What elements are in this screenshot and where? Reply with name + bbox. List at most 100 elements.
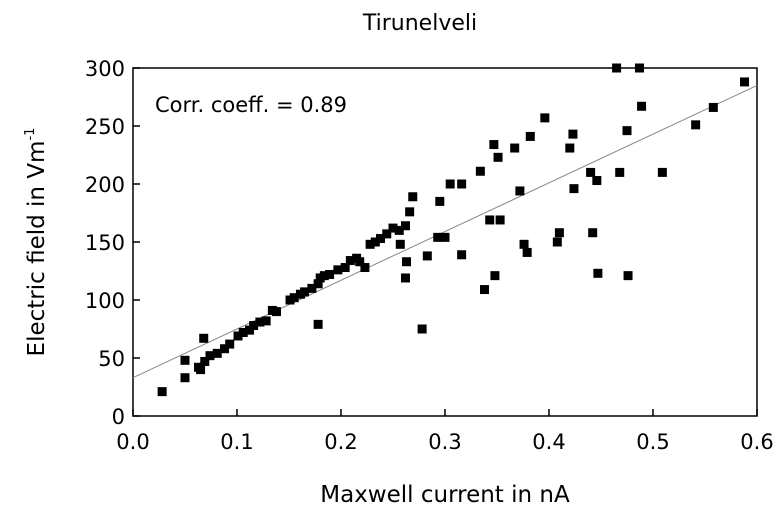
point: [376, 234, 386, 244]
point: [400, 273, 410, 283]
point: [180, 373, 190, 383]
point: [199, 333, 209, 343]
point: [400, 221, 410, 231]
point: [519, 239, 529, 249]
point: [637, 101, 647, 111]
point: [244, 325, 254, 335]
y-tick-label: 300: [85, 57, 125, 81]
point: [365, 239, 375, 249]
x-tick-label: 0.5: [636, 430, 669, 454]
point: [588, 228, 598, 238]
point: [180, 355, 190, 365]
x-tick-label: 0.1: [220, 430, 253, 454]
point: [289, 293, 299, 303]
y-tick-label: 50: [98, 347, 125, 371]
point: [313, 279, 323, 289]
point: [708, 102, 718, 112]
point: [272, 307, 282, 317]
point: [205, 351, 215, 361]
y-tick-label: 150: [85, 231, 125, 255]
point: [307, 283, 317, 293]
point: [565, 143, 575, 153]
point: [657, 167, 667, 177]
annotation: Corr. coeff. = 0.89: [155, 93, 347, 117]
y-axis-label-superscript: -1: [23, 128, 38, 141]
point: [200, 356, 210, 366]
point: [593, 268, 603, 278]
point: [457, 250, 467, 260]
point: [445, 179, 455, 189]
point: [238, 327, 248, 337]
y-tick-label: 0: [112, 405, 125, 429]
point: [382, 229, 392, 239]
point: [493, 152, 503, 162]
point: [402, 257, 412, 267]
point: [249, 321, 259, 331]
y-axis-label-text: Electric field in Vm: [24, 141, 50, 357]
point: [157, 387, 167, 397]
point: [622, 126, 632, 136]
point: [394, 225, 404, 235]
y-axis-label: Electric field in Vm-1: [23, 128, 50, 357]
point: [552, 237, 562, 247]
point: [740, 77, 750, 87]
point: [540, 113, 550, 123]
point: [255, 317, 265, 327]
point: [261, 316, 271, 326]
point: [522, 247, 532, 257]
point: [515, 186, 525, 196]
point: [300, 287, 310, 297]
point: [510, 143, 520, 153]
point: [615, 167, 625, 177]
point: [233, 331, 243, 341]
point: [340, 263, 350, 273]
point: [485, 215, 495, 225]
point: [360, 263, 370, 273]
point: [495, 215, 505, 225]
point: [313, 319, 323, 329]
point: [333, 265, 343, 275]
x-tick-label: 0.3: [428, 430, 461, 454]
y-tick-label: 100: [85, 289, 125, 313]
point: [457, 179, 467, 189]
point: [433, 232, 443, 242]
point: [489, 140, 499, 150]
point: [370, 237, 380, 247]
point: [586, 167, 596, 177]
fit-line: [132, 84, 758, 379]
point: [225, 339, 235, 349]
point: [422, 251, 432, 261]
point: [395, 239, 405, 249]
point: [435, 196, 445, 206]
point: [417, 324, 427, 334]
point: [196, 365, 206, 375]
point: [634, 63, 644, 73]
y-tick-label: 250: [85, 115, 125, 139]
x-tick-label: 0.4: [532, 430, 565, 454]
plot-frame: [132, 67, 758, 417]
point: [220, 344, 230, 354]
point: [525, 131, 535, 141]
point: [592, 176, 602, 186]
point: [355, 257, 365, 267]
x-tick-label: 0.6: [740, 430, 773, 454]
point: [319, 271, 329, 281]
point: [388, 223, 398, 233]
point: [569, 184, 579, 194]
chart-title: Tirunelveli: [362, 11, 477, 36]
point: [212, 348, 222, 358]
x-axis-label: Maxwell current in nA: [320, 482, 570, 508]
point: [691, 120, 701, 130]
point: [480, 285, 490, 295]
point: [408, 192, 418, 202]
point: [623, 271, 633, 281]
point: [440, 232, 450, 242]
point: [325, 269, 335, 279]
point: [554, 228, 564, 238]
x-tick-label: 0.2: [324, 430, 357, 454]
point: [612, 63, 622, 73]
point: [568, 129, 578, 139]
point: [405, 207, 415, 217]
y-tick-label: 200: [85, 173, 125, 197]
